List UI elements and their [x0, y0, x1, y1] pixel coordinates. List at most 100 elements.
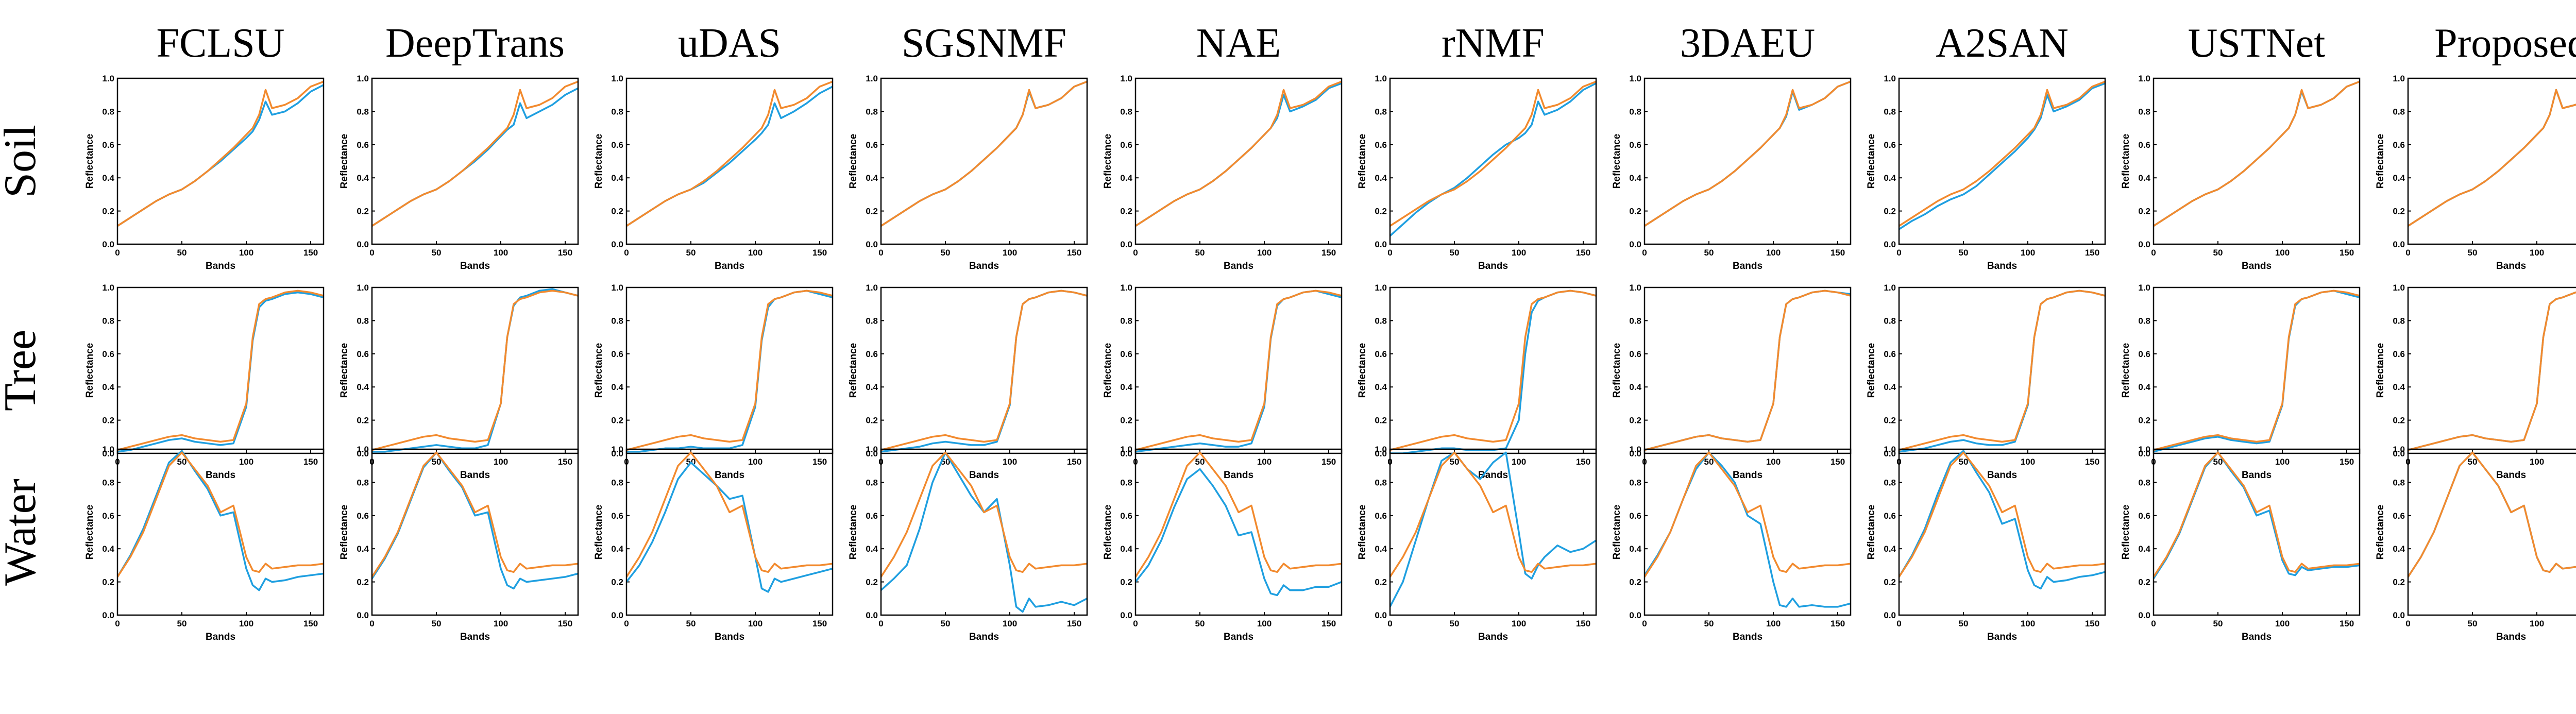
y-axis-label: Reflectance [594, 505, 604, 560]
panel-water-a2san: 0.0 0.2 0.4 0.6 0.8 1.0 0 50 100 150 Bands Reflecta… [1866, 445, 2106, 642]
y-axis-label: Reflectance [84, 505, 95, 560]
x-tick-label: 100 [1257, 248, 1272, 258]
estimated-line-water-fclsu [117, 450, 324, 591]
y-tick-label: 0.2 [866, 416, 878, 426]
y-tick-label: 0.4 [2393, 173, 2405, 183]
y-axis-label: Reflectance [2121, 505, 2131, 560]
plot-frame [371, 286, 579, 454]
y-tick-label: 0.2 [1120, 577, 1132, 587]
x-axis-label: Bands [1733, 261, 1762, 271]
y-tick-label: 0.0 [1884, 449, 1896, 458]
x-tick-label: 100 [494, 457, 508, 467]
y-tick-label: 0.0 [1629, 240, 1641, 249]
y-tick-label: 0.6 [1375, 349, 1387, 359]
series-group [2154, 290, 2360, 453]
series-group [1899, 80, 2105, 230]
y-tick-label: 0.0 [1375, 449, 1387, 458]
plot-frame [1134, 286, 1343, 454]
y-tick-label: 0.4 [1120, 544, 1132, 554]
reference-line-water-deeptrans [372, 451, 578, 577]
y-tick-label: 0.4 [357, 173, 369, 183]
y-tick-label: 0.2 [357, 577, 369, 587]
series-group [1390, 290, 1596, 453]
y-tick-label: 0.6 [2138, 140, 2150, 150]
x-axis-label: Bands [206, 470, 235, 481]
series-group [1136, 80, 1342, 227]
y-tick-label: 1.0 [1629, 283, 1641, 293]
method-title-3daeu: 3DAEU [1680, 21, 1815, 66]
y-tick-label: 0.8 [102, 107, 114, 116]
panel-water-ustnet: 0.0 0.2 0.4 0.6 0.8 1.0 0 50 100 150 Bands Reflecta… [2121, 445, 2361, 642]
plot-frame [2407, 448, 2576, 616]
y-tick-label: 0.8 [1120, 478, 1132, 487]
panel-tree-rnmf: 0.00.20.40.60.81.00 50 100 150BandsReflecta… [1357, 283, 1597, 481]
x-tick-label: 100 [2021, 619, 2035, 628]
y-tick-label: 0.8 [1629, 478, 1641, 487]
y-tick-label: 0.4 [2138, 382, 2150, 392]
series-group [2408, 291, 2576, 451]
panel-tree-3daeu: 0.00.20.40.60.81.00 50 100 150BandsReflecta… [1612, 283, 1852, 481]
estimated-line-water-proposed [2408, 451, 2576, 577]
x-tick-label: 50 [1959, 619, 1969, 628]
x-axis-label: Bands [2242, 470, 2272, 481]
series-group [626, 290, 833, 453]
series-group [1645, 290, 1851, 451]
y-tick-label: 0.2 [2138, 207, 2150, 216]
estimated-line-tree-nae [1136, 290, 1342, 453]
x-tick-label: 150 [1321, 248, 1336, 258]
panel-soil-sgsnmf: 0.0 0.2 0.4 0.6 0.8 1.0 0 50 100 150 Bands Reflecta… [848, 74, 1088, 271]
x-tick-label: 0 [1133, 248, 1138, 258]
plot-frame [371, 77, 579, 245]
y-tick-label: 0.2 [2393, 207, 2405, 216]
panel-water-fclsu: 0.0 0.2 0.4 0.6 0.8 1.0 0 50 100 150 Bands Reflecta… [84, 445, 325, 642]
series-group [117, 80, 324, 227]
y-tick-label: 0.2 [1629, 577, 1641, 587]
x-tick-label: 100 [2275, 457, 2290, 467]
y-tick-label: 0.2 [357, 416, 369, 426]
x-tick-label: 50 [2468, 619, 2478, 628]
x-tick-label: 50 [432, 619, 442, 628]
x-axis-label: Bands [206, 632, 235, 642]
x-tick-label: 100 [494, 248, 508, 258]
estimated-line-tree-deeptrans [372, 288, 578, 453]
y-tick-label: 0.2 [1884, 207, 1896, 216]
x-tick-label: 0 [1387, 248, 1392, 258]
x-tick-label: 50 [1195, 457, 1205, 467]
x-tick-label: 150 [1321, 619, 1336, 628]
y-tick-label: 1.0 [1120, 283, 1132, 293]
x-tick-label: 50 [1450, 619, 1460, 628]
x-axis-label: Bands [2242, 632, 2272, 642]
panel-soil-udas: 0.0 0.2 0.4 0.6 0.8 1.0 0 50 100 150 Bands Reflecta… [594, 74, 834, 271]
x-axis-label: Bands [206, 261, 235, 271]
y-tick-label: 0.6 [1375, 511, 1387, 521]
x-axis-label: Bands [1987, 470, 2017, 481]
y-tick-label: 1.0 [102, 283, 114, 293]
plot-frame [1898, 77, 2106, 245]
endmember-label-water: Water [0, 479, 45, 586]
y-tick-label: 0.8 [2393, 107, 2405, 116]
y-tick-label: 0.0 [357, 610, 369, 620]
estimated-line-water-a2san [1899, 450, 2105, 590]
y-axis-label: Reflectance [1612, 343, 1622, 398]
x-tick-label: 50 [941, 619, 951, 628]
y-tick-label: 0.0 [1884, 610, 1896, 620]
y-tick-label: 0.4 [866, 173, 878, 183]
estimated-line-soil-rnmf [1390, 82, 1596, 237]
x-tick-label: 50 [1450, 248, 1460, 258]
method-title-fclsu: FCLSU [157, 21, 285, 66]
x-tick-label: 150 [1576, 248, 1590, 258]
panel-soil-fclsu: 0.0 0.2 0.4 0.6 0.8 1.0 0 50 100 150 Bands Reflecta… [84, 74, 325, 271]
series-group [881, 80, 1087, 227]
y-tick-label: 0.2 [1375, 577, 1387, 587]
x-tick-label: 100 [239, 457, 253, 467]
x-axis-label: Bands [1987, 632, 2017, 642]
x-axis-label: Bands [1733, 632, 1762, 642]
y-tick-label: 0.0 [357, 240, 369, 249]
x-tick-label: 100 [239, 248, 253, 258]
reference-line-tree-a2san [1899, 290, 2105, 451]
y-tick-label: 0.8 [2393, 478, 2405, 487]
plot-frame [1389, 286, 1597, 454]
method-title-sgsnmf: SGSNMF [902, 21, 1066, 66]
x-tick-label: 100 [1766, 457, 1781, 467]
